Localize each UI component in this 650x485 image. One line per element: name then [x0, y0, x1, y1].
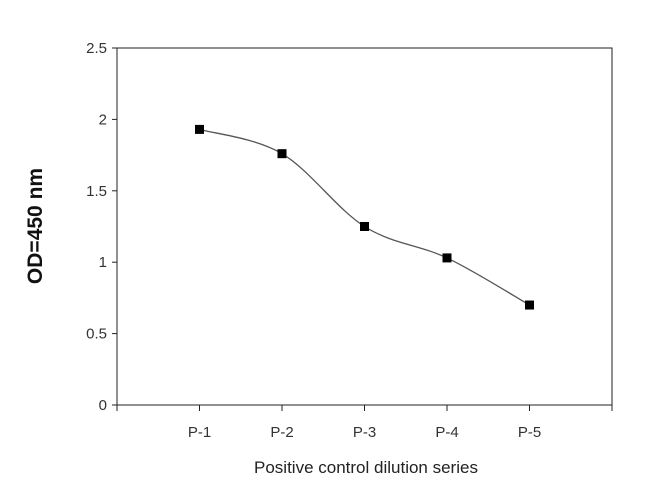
x-axis-title: Positive control dilution series	[254, 458, 478, 477]
y-axis: 0 0.5 1 1.5 2 2.5	[86, 40, 117, 414]
y-tick-label: 2	[99, 111, 107, 128]
series-line	[199, 128, 530, 306]
data-point	[360, 222, 369, 231]
data-point	[277, 149, 287, 159]
y-axis-title: OD=450 nm	[24, 168, 47, 284]
series-layer	[195, 124, 534, 310]
x-tick-label: P-1	[188, 424, 211, 441]
data-point	[195, 124, 204, 134]
x-tick-label: P-5	[518, 424, 541, 441]
x-tick-label: P-4	[435, 424, 458, 441]
y-tick-label: 1	[99, 254, 107, 271]
y-tick-label: 0	[99, 397, 107, 414]
y-tick-label: 1.5	[86, 183, 107, 200]
x-tick-label: P-2	[270, 424, 293, 441]
data-point	[525, 300, 534, 310]
y-tick-label: 0.5	[86, 326, 107, 343]
y-tick-label: 2.5	[86, 40, 107, 57]
x-tick-label: P-3	[353, 424, 376, 441]
data-point	[442, 253, 452, 263]
x-axis: P-1 P-2 P-3 P-4 P-5	[116, 405, 613, 441]
